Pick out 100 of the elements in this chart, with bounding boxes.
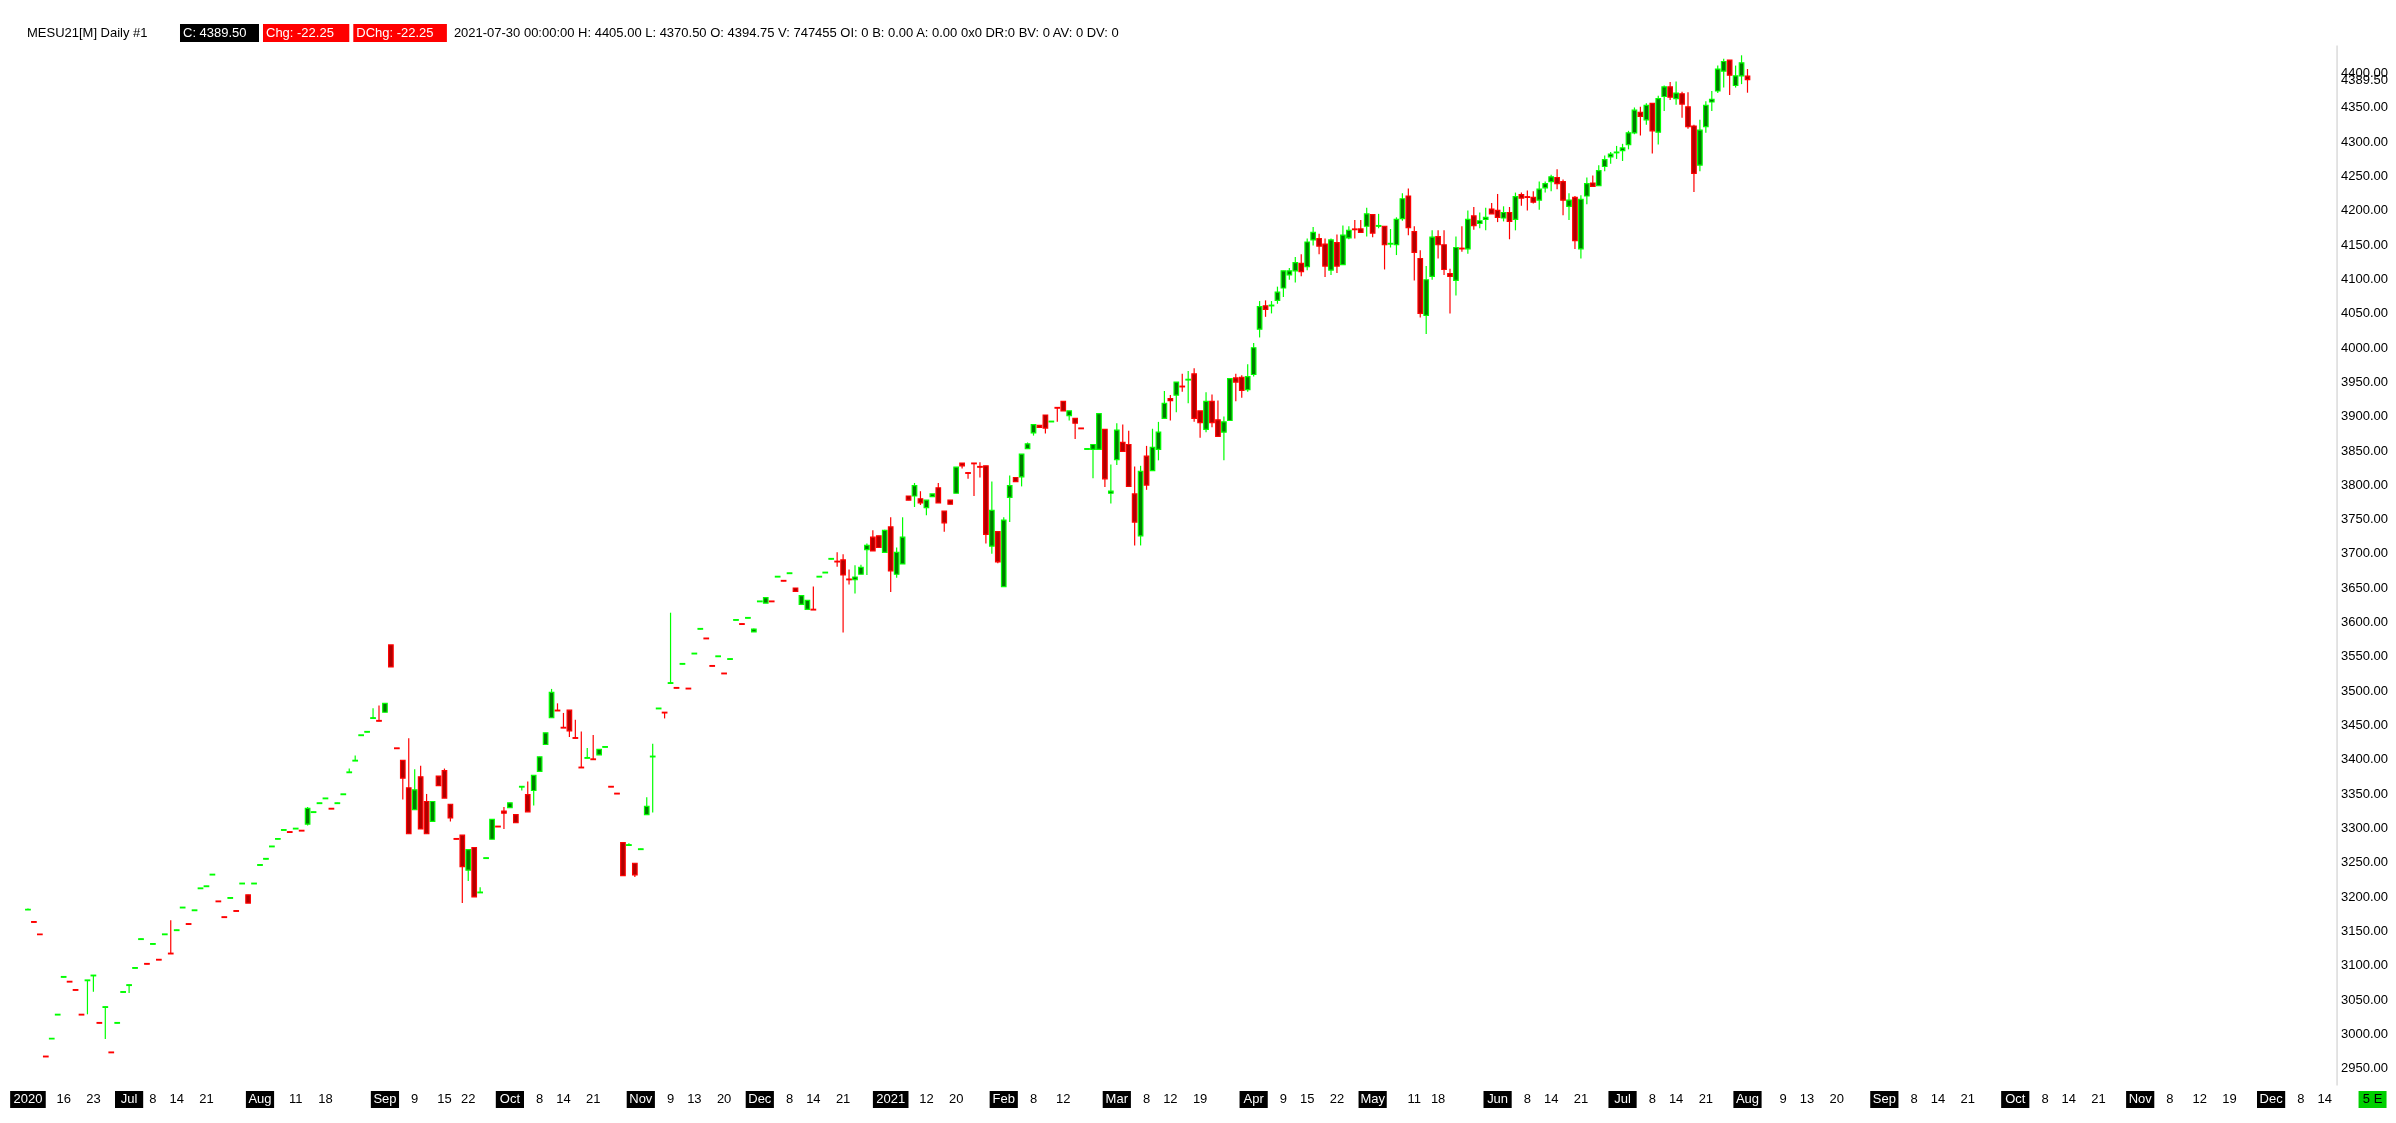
x-tick-label: 15 [1299, 1091, 1315, 1107]
x-tick-label: Sep [1872, 1091, 1896, 1107]
y-tick-label: 3500.00 [2341, 682, 2388, 698]
candlestick [667, 612, 674, 685]
y-tick-label: 4000.00 [2341, 339, 2388, 355]
x-tick-label: 8 [1648, 1091, 1656, 1107]
y-tick-label: 3550.00 [2341, 648, 2388, 664]
candlestick [1256, 300, 1263, 339]
x-tick-label: 12 [919, 1091, 934, 1107]
x-tick-label: 18 [318, 1091, 333, 1107]
candlestick [1310, 226, 1317, 247]
y-tick-label: 3300.00 [2341, 820, 2388, 836]
y-tick-label: 3800.00 [2341, 476, 2388, 492]
x-tick-label: 21 [1960, 1091, 1975, 1107]
candlestick [1470, 206, 1477, 231]
candlestick [1107, 463, 1114, 505]
x-tick-label: 21 [835, 1091, 851, 1107]
x-tick-label: 12 [1056, 1091, 1071, 1107]
candlestick [411, 768, 418, 811]
candlestick [1298, 253, 1305, 277]
x-tick-label: 8 [1029, 1091, 1038, 1107]
x-tick-label: 22 [461, 1091, 476, 1107]
text: 2021-07-30 00:00:00 H: 4405.00 L: 4370.50 O: 4394.75 V: 747455 OI: 0 B: 0.00 A: 0.00 0x0 DR:0 BV: 0 AV: 0 DV: 0 [453, 25, 1119, 40]
candlestick [1185, 370, 1192, 404]
candlestick [429, 800, 436, 822]
candlestick [1679, 91, 1685, 119]
candlestick [102, 1006, 109, 1040]
chart-title: MESU21[M] Daily #1 [27, 25, 148, 40]
y-tick-label: 3200.00 [2341, 888, 2388, 904]
x-tick-label: 11 [1407, 1091, 1422, 1107]
x-tick-label: 14 [2061, 1091, 2077, 1107]
y-tick-label: 3950.00 [2341, 373, 2388, 389]
x-tick-label: 13 [1799, 1091, 1815, 1107]
x-tick-label: 8 [1142, 1091, 1151, 1107]
candlestick [1744, 68, 1751, 94]
candlestick [1726, 59, 1733, 96]
x-tick-label: 8 [1910, 1091, 1918, 1107]
x-tick-label: Dec [2259, 1091, 2284, 1107]
x-tick-label: 8 [785, 1091, 794, 1107]
x-tick-label: 8 [149, 1091, 157, 1107]
candlestick [1244, 363, 1251, 393]
x-tick-label: 20 [948, 1091, 964, 1107]
y-tick-label: 4100.00 [2341, 270, 2388, 286]
text: Chg: -22.25 [266, 25, 334, 40]
x-tick-label: 9 [666, 1091, 675, 1107]
x-tick-label: 11 [288, 1091, 303, 1107]
x-tick-label: 8 [2166, 1091, 2174, 1107]
x-tick-label: 13 [687, 1091, 702, 1107]
x-tick-label: Aug [1735, 1091, 1760, 1107]
candlestick [1673, 80, 1679, 106]
x-tick-label: Dec [748, 1091, 772, 1107]
candlestick [1583, 176, 1590, 205]
x-tick-label: 14 [2317, 1091, 2332, 1107]
x-tick-label: 21 [585, 1091, 601, 1107]
x-tick-label: 14 [556, 1091, 571, 1107]
x-tick-label: 21 [1573, 1091, 1589, 1107]
candlestick [935, 482, 942, 504]
candlestick [1334, 233, 1340, 274]
candlestick [1363, 207, 1370, 238]
y-tick-label: 4200.00 [2341, 202, 2388, 218]
candlestick [965, 472, 971, 480]
x-tick-label: Sep [373, 1091, 397, 1107]
x-tick-label: Jul [1614, 1091, 1631, 1107]
x-tick-label: 12 [1163, 1091, 1178, 1107]
y-tick-label: 3450.00 [2341, 717, 2388, 733]
x-tick-label: 14 [1668, 1091, 1684, 1107]
x-tick-label: Mar [1105, 1091, 1129, 1107]
candlestick [1399, 192, 1406, 222]
candlestick [489, 818, 495, 840]
candlestick [465, 848, 472, 882]
x-tick-label: 18 [1430, 1091, 1446, 1107]
x-tick-label: 2020 [13, 1091, 43, 1107]
y-tick-label: 3100.00 [2341, 957, 2388, 973]
y-tick-label: 3850.00 [2341, 442, 2388, 458]
x-tick-label: 21 [1698, 1091, 1714, 1107]
x-tick-label: 19 [2222, 1091, 2237, 1107]
x-tick-label: Nov [2128, 1091, 2153, 1107]
x-tick-label: 8 [2041, 1091, 2049, 1107]
candlestick [84, 979, 91, 1015]
x-tick-label: Nov [629, 1091, 653, 1107]
candlestick [626, 842, 632, 847]
candlestick [530, 774, 537, 807]
candlestick [810, 586, 817, 611]
candlestick [376, 704, 382, 722]
candlestick [590, 734, 597, 761]
candlestick [126, 984, 132, 994]
x-tick-label: 19 [1192, 1091, 1208, 1107]
x-tick-label: 8 [536, 1091, 544, 1107]
candlestick [1566, 192, 1572, 221]
candlestick [1637, 106, 1644, 137]
candlestick [578, 730, 585, 769]
x-tick-label: 16 [56, 1091, 71, 1107]
text: C: 4389.50 [183, 25, 247, 40]
y-tick-label: 4350.00 [2341, 99, 2388, 115]
candlestick [971, 462, 977, 497]
x-tick-label: 21 [2091, 1091, 2106, 1107]
x-tick-label: 12 [2192, 1091, 2207, 1107]
candlestick [941, 510, 948, 533]
candlestick [1447, 268, 1453, 315]
y-tick-label: 3000.00 [2341, 1026, 2388, 1042]
